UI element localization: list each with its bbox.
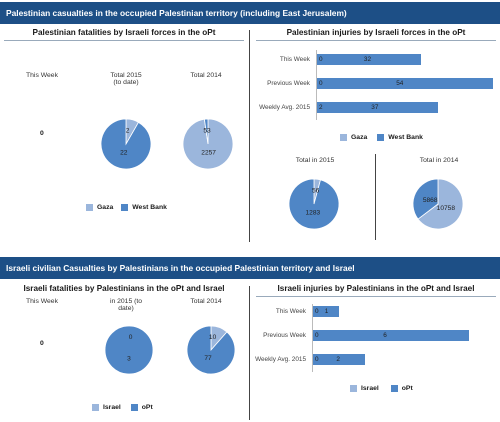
bar-row-label: This Week bbox=[275, 308, 306, 315]
s1-injuries-2015-pie: 56 1283 bbox=[288, 178, 340, 230]
s1-total2014-label: Total 2014 bbox=[190, 72, 222, 79]
s1i2014-slice-dark bbox=[412, 178, 439, 220]
s1i2014-label-dark: 5868 bbox=[423, 197, 438, 204]
s2-bar-axis bbox=[312, 304, 313, 372]
s1-fatalities-2015-pie: 222 bbox=[100, 118, 152, 170]
s1-divider bbox=[249, 30, 250, 242]
legend-israel-swatch bbox=[92, 404, 99, 411]
s1-fatalities-legend: Gaza West Bank bbox=[86, 204, 167, 211]
bar-value-light: 0 bbox=[315, 356, 319, 363]
section2-header: Israeli civilian Casualties by Palestini… bbox=[0, 257, 500, 279]
s1f2014-label-dark: 53 bbox=[203, 127, 211, 134]
bar-row-label: This Week bbox=[279, 56, 310, 63]
s2-injuries-rule bbox=[256, 296, 496, 297]
s1-fatalities-title: Palestinian fatalities by Israeli forces… bbox=[32, 28, 216, 37]
s2-total2014-label: Total 2014 bbox=[190, 298, 222, 305]
s1i2015-label-dark: 1283 bbox=[306, 210, 321, 217]
bar bbox=[317, 78, 493, 89]
s1i2014-slice-light bbox=[417, 178, 464, 230]
s2f2015-label-light: 0 bbox=[129, 334, 133, 341]
bar-value-light: 2 bbox=[319, 104, 323, 111]
s2-this-week-value: 0 bbox=[40, 340, 44, 347]
bar-value-dark: 54 bbox=[396, 80, 404, 87]
s1-injuries-rule bbox=[256, 40, 496, 41]
legend-westbank-label: West Bank bbox=[132, 204, 167, 211]
s1f2014-label-light: 2257 bbox=[201, 150, 216, 157]
s1-fatalities-rule bbox=[4, 40, 244, 41]
bar-value-dark: 32 bbox=[363, 56, 372, 63]
s2f2015-label-dark: 3 bbox=[127, 355, 131, 362]
bar-value-light: 0 bbox=[319, 56, 323, 63]
bar-value-light: 0 bbox=[319, 80, 323, 87]
s2f2014-slice-dark bbox=[186, 325, 236, 375]
s2-fatalities-title: Israeli fatalities by Palestinians in th… bbox=[23, 284, 225, 293]
bar bbox=[317, 102, 438, 113]
legend-opt-label: oPt bbox=[401, 385, 413, 392]
bar-value-dark: 37 bbox=[371, 104, 379, 111]
legend-israel-swatch bbox=[350, 385, 357, 392]
s1f2014-slice-dark bbox=[203, 118, 209, 145]
legend-gaza-swatch bbox=[340, 134, 347, 141]
s2-fatalities-2014-pie: 10 77 bbox=[186, 325, 236, 375]
legend-westbank-swatch bbox=[121, 204, 129, 211]
bar-row-label: Previous Week bbox=[263, 332, 306, 339]
s1i2015-slice-dark bbox=[288, 178, 340, 230]
s1i2015-label-light: 56 bbox=[312, 187, 320, 194]
s2-fatalities-2015-pie: 03 bbox=[104, 325, 154, 375]
s1-this-week-value: 0 bbox=[40, 130, 44, 137]
section1-header: Palestinian casualties in the occupied P… bbox=[0, 2, 500, 24]
legend-gaza-label: Gaza bbox=[97, 204, 114, 211]
bar bbox=[317, 54, 422, 65]
s2-total2015-line2: date) bbox=[118, 305, 134, 312]
bar bbox=[313, 330, 469, 341]
s2-total2015-label: in 2015 (to date) bbox=[94, 298, 158, 312]
s1-injuries-subdivider bbox=[375, 154, 376, 240]
legend-opt-swatch bbox=[390, 385, 398, 392]
bar-row-label: Previous Week bbox=[267, 80, 310, 87]
s2-injuries-title: Israeli injuries by Palestinians in the … bbox=[277, 284, 475, 293]
s1f2015-label-dark: 22 bbox=[120, 149, 128, 156]
bar bbox=[313, 306, 339, 317]
bar-value-dark: 2 bbox=[336, 356, 340, 363]
s1-total2015-line2: (to date) bbox=[113, 79, 139, 86]
s1-total2015-label: Total 2015 (to date) bbox=[94, 72, 158, 86]
legend-westbank-label: West Bank bbox=[388, 134, 423, 141]
s1f2015-slice-dark bbox=[100, 118, 152, 170]
s1-fatalities-2014-pie: 2257 53 bbox=[182, 118, 234, 170]
legend-israel-label: Israel bbox=[361, 385, 379, 392]
s2-this-week-label: This Week bbox=[26, 298, 58, 305]
s2f2015-slice-dark bbox=[104, 325, 154, 375]
bar-value-light: 0 bbox=[315, 308, 319, 315]
bar bbox=[313, 354, 365, 365]
s1i2014-label-light: 10758 bbox=[437, 205, 456, 212]
s1-injuries-title: Palestinian injuries by Israeli forces i… bbox=[286, 28, 466, 37]
legend-opt-label: oPt bbox=[141, 404, 153, 411]
s2-fatalities-legend: Israel oPt bbox=[92, 404, 153, 411]
s1-inj-total2014-label: Total in 2014 bbox=[419, 157, 459, 164]
legend-gaza-label: Gaza bbox=[351, 134, 368, 141]
bar-value-dark: 1 bbox=[324, 308, 329, 315]
s2f2014-label-dark: 77 bbox=[204, 355, 212, 362]
bar-row-label: Weekly Avg. 2015 bbox=[259, 104, 310, 111]
legend-israel-label: Israel bbox=[103, 404, 121, 411]
legend-gaza-swatch bbox=[86, 204, 93, 211]
bar-value-light: 0 bbox=[315, 332, 319, 339]
s2f2014-label-light: 10 bbox=[209, 334, 217, 341]
legend-opt-swatch bbox=[130, 404, 138, 411]
s1-this-week-label: This Week bbox=[26, 72, 58, 79]
s1-bar-axis bbox=[316, 50, 317, 120]
legend-westbank-swatch bbox=[377, 134, 385, 141]
s2-injuries-legend: Israel oPt bbox=[350, 385, 413, 392]
s1-injuries-legend: Gaza West Bank bbox=[340, 134, 423, 141]
s2-total2015-line1: in 2015 (to bbox=[109, 298, 143, 305]
bar-value-dark: 6 bbox=[383, 332, 387, 339]
s2-divider bbox=[249, 286, 250, 420]
s1-inj-total2015-label: Total in 2015 bbox=[295, 157, 335, 164]
s1f2015-label-light: 2 bbox=[126, 127, 130, 134]
s1-total2015-line1: Total 2015 bbox=[110, 72, 142, 79]
bar-row-label: Weekly Avg. 2015 bbox=[255, 356, 306, 363]
